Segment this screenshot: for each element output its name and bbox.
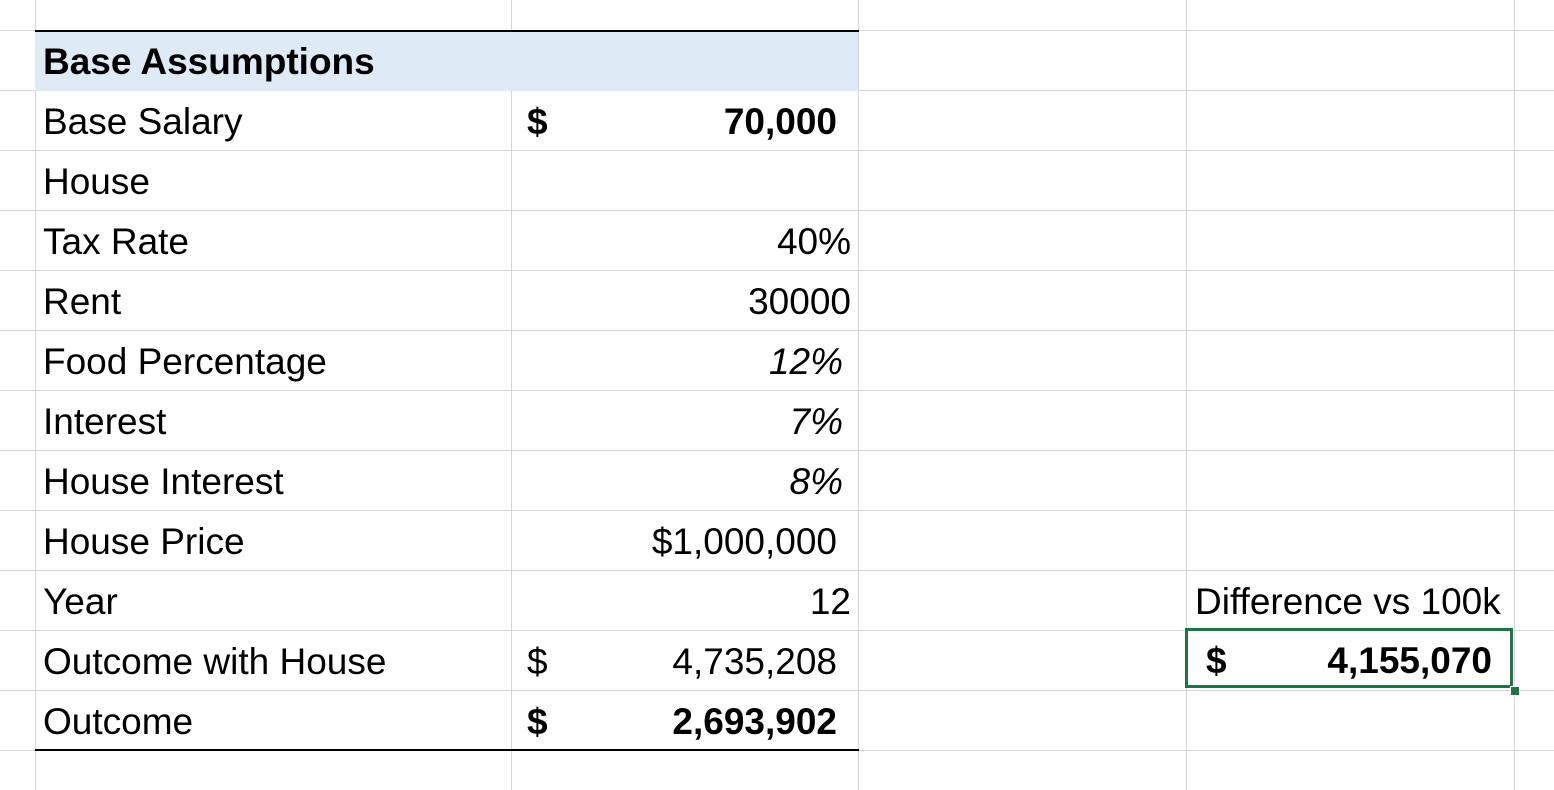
row-label[interactable]: Food Percentage — [43, 341, 327, 382]
row-house-interest[interactable]: House Interest 8% — [35, 451, 859, 511]
row-label[interactable]: House — [43, 161, 150, 202]
gridline — [858, 0, 859, 790]
row-label[interactable]: House Price — [43, 521, 245, 562]
row-value[interactable]: 12% — [768, 341, 843, 382]
row-tax-rate[interactable]: Tax Rate 40% — [35, 211, 859, 271]
gridline — [1514, 0, 1515, 790]
gridline — [511, 0, 512, 790]
difference-cell-selected[interactable]: $ 4,155,070 — [1185, 628, 1513, 688]
gridline — [1186, 0, 1187, 790]
row-value[interactable]: $1,000,000 — [651, 521, 837, 562]
difference-label[interactable]: Difference vs 100k — [1195, 581, 1501, 622]
gridline — [0, 330, 1554, 331]
row-label[interactable]: Rent — [43, 281, 122, 322]
row-house-price[interactable]: House Price $1,000,000 — [35, 511, 859, 571]
row-food-percentage[interactable]: Food Percentage 12% — [35, 331, 859, 391]
row-house[interactable]: House — [35, 151, 859, 211]
gridline — [0, 450, 1554, 451]
gridline — [0, 630, 1554, 631]
row-value[interactable]: 40% — [776, 221, 851, 262]
row-value[interactable]: 7% — [789, 401, 843, 442]
row-rent[interactable]: Rent 30000 — [35, 271, 859, 331]
row-outcome[interactable]: Outcome $ 2,693,902 — [35, 691, 859, 751]
fill-handle[interactable] — [1510, 686, 1520, 696]
gridline — [0, 570, 1554, 571]
currency-symbol: $ — [527, 641, 548, 682]
gridline — [35, 0, 36, 790]
row-label[interactable]: Outcome with House — [43, 641, 387, 682]
row-value[interactable]: 12 — [809, 581, 851, 622]
row-label[interactable]: Tax Rate — [43, 221, 190, 262]
row-year[interactable]: Year 12 — [35, 571, 859, 631]
row-label[interactable]: Base Salary — [43, 101, 243, 142]
currency-symbol: $ — [1206, 640, 1227, 681]
row-value[interactable]: 8% — [789, 461, 843, 502]
difference-value[interactable]: 4,155,070 — [1327, 640, 1492, 681]
row-interest[interactable]: Interest 7% — [35, 391, 859, 451]
header-fill — [35, 31, 858, 91]
header-row[interactable]: Base Assumptions — [35, 31, 859, 91]
currency-symbol: $ — [527, 701, 548, 742]
gridline — [0, 150, 1554, 151]
row-base-salary[interactable]: Base Salary $ 70,000 — [35, 91, 859, 151]
currency-symbol: $ — [527, 101, 548, 142]
row-label[interactable]: Year — [43, 581, 118, 622]
row-label[interactable]: Interest — [43, 401, 167, 442]
gridline — [0, 690, 1554, 691]
gridline — [0, 270, 1554, 271]
gridline — [0, 390, 1554, 391]
row-label[interactable]: House Interest — [43, 461, 284, 502]
row-value[interactable]: 30000 — [748, 281, 851, 322]
table-bottom-border — [35, 749, 859, 751]
table-header[interactable]: Base Assumptions — [43, 41, 375, 82]
row-value[interactable]: 2,693,902 — [672, 701, 837, 742]
row-label[interactable]: Outcome — [43, 701, 194, 742]
table-top-border — [35, 30, 859, 32]
gridline — [0, 210, 1554, 211]
gridline — [0, 510, 1554, 511]
row-value[interactable]: 4,735,208 — [672, 641, 837, 682]
row-outcome-with-house[interactable]: Outcome with House $ 4,735,208 — [35, 631, 859, 691]
row-value[interactable]: 70,000 — [723, 101, 837, 142]
